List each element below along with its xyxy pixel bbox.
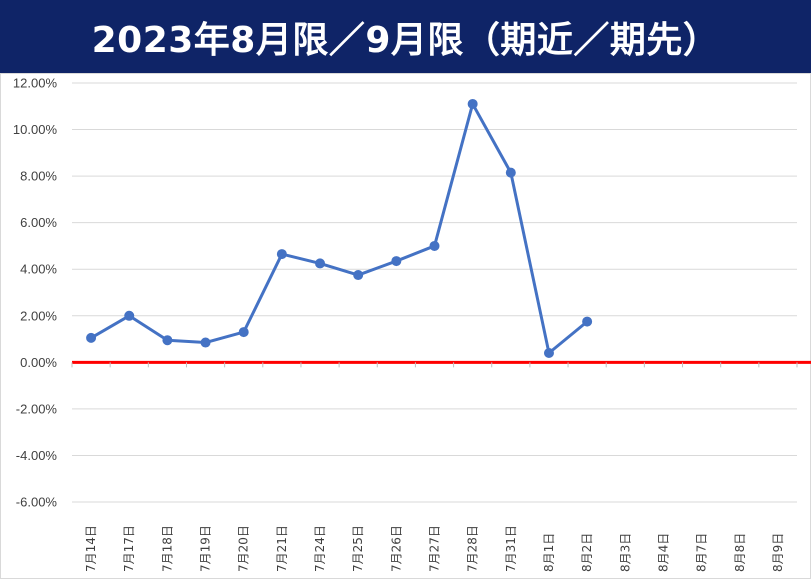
x-tick-label: 7月14日	[84, 525, 98, 572]
y-tick-label: 6.00%	[20, 215, 57, 230]
data-point	[124, 310, 135, 321]
data-point	[86, 332, 97, 343]
x-tick-label: 7月19日	[199, 525, 213, 572]
x-tick-label: 7月25日	[351, 525, 365, 572]
x-tick-label: 7月28日	[466, 525, 480, 572]
x-tick-label: 8月2日	[580, 533, 594, 572]
y-tick-label: 0.00%	[20, 355, 57, 370]
series-path	[90, 102, 589, 355]
data-point	[505, 167, 516, 178]
x-tick-label: 7月20日	[237, 525, 251, 572]
x-tick-label: 8月8日	[733, 533, 747, 572]
y-tick-label: -6.00%	[16, 495, 58, 510]
y-tick-label: -4.00%	[16, 448, 58, 463]
series-line	[86, 98, 593, 359]
y-tick-label: 12.00%	[13, 76, 58, 91]
y-tick-labels: -6.00% -4.00% -2.00% 0.00% 2.00% 4.00% 6.00% 8.…	[13, 76, 58, 510]
data-point	[543, 348, 554, 359]
chart-border	[0, 73, 811, 579]
data-point	[162, 335, 173, 346]
chart-title: 2023年8月限／9月限（期近／期先）	[91, 19, 720, 61]
title-bar: 2023年8月限／9月限（期近／期先）	[0, 0, 811, 73]
gridlines	[72, 82, 797, 503]
data-point	[582, 316, 593, 327]
y-tick-label: 10.00%	[13, 122, 58, 137]
data-point	[238, 327, 249, 338]
x-tick-label: 7月31日	[504, 525, 518, 572]
y-tick-label: 4.00%	[20, 262, 57, 277]
x-tick-label: 8月4日	[656, 533, 670, 572]
y-tick-label: -2.00%	[16, 401, 58, 416]
x-tick-label: 8月7日	[695, 533, 709, 572]
x-tick-labels: 7月14日 7月17日 7月18日 7月19日 7月20日 7月21日 7月24日 7月25日…	[84, 525, 785, 572]
y-tick-label: 2.00%	[20, 308, 57, 323]
data-point	[467, 98, 478, 109]
y-tick-label: 8.00%	[20, 169, 57, 184]
x-tick-label: 7月21日	[275, 525, 289, 572]
x-tick-label: 8月3日	[618, 533, 632, 572]
data-point	[429, 240, 440, 251]
data-point	[353, 270, 364, 281]
x-tick-label: 8月1日	[542, 533, 556, 572]
x-tick-label: 7月17日	[122, 525, 136, 572]
x-tick-label: 7月18日	[160, 525, 174, 572]
data-point	[276, 249, 287, 260]
data-point	[391, 256, 402, 267]
x-tick-label: 8月9日	[771, 533, 785, 572]
x-tick-label: 7月24日	[313, 525, 327, 572]
x-tick-label: 7月27日	[428, 525, 442, 572]
axes	[0, 73, 811, 579]
data-point	[200, 337, 211, 348]
x-tick-label: 7月26日	[389, 525, 403, 572]
data-point	[315, 258, 326, 269]
